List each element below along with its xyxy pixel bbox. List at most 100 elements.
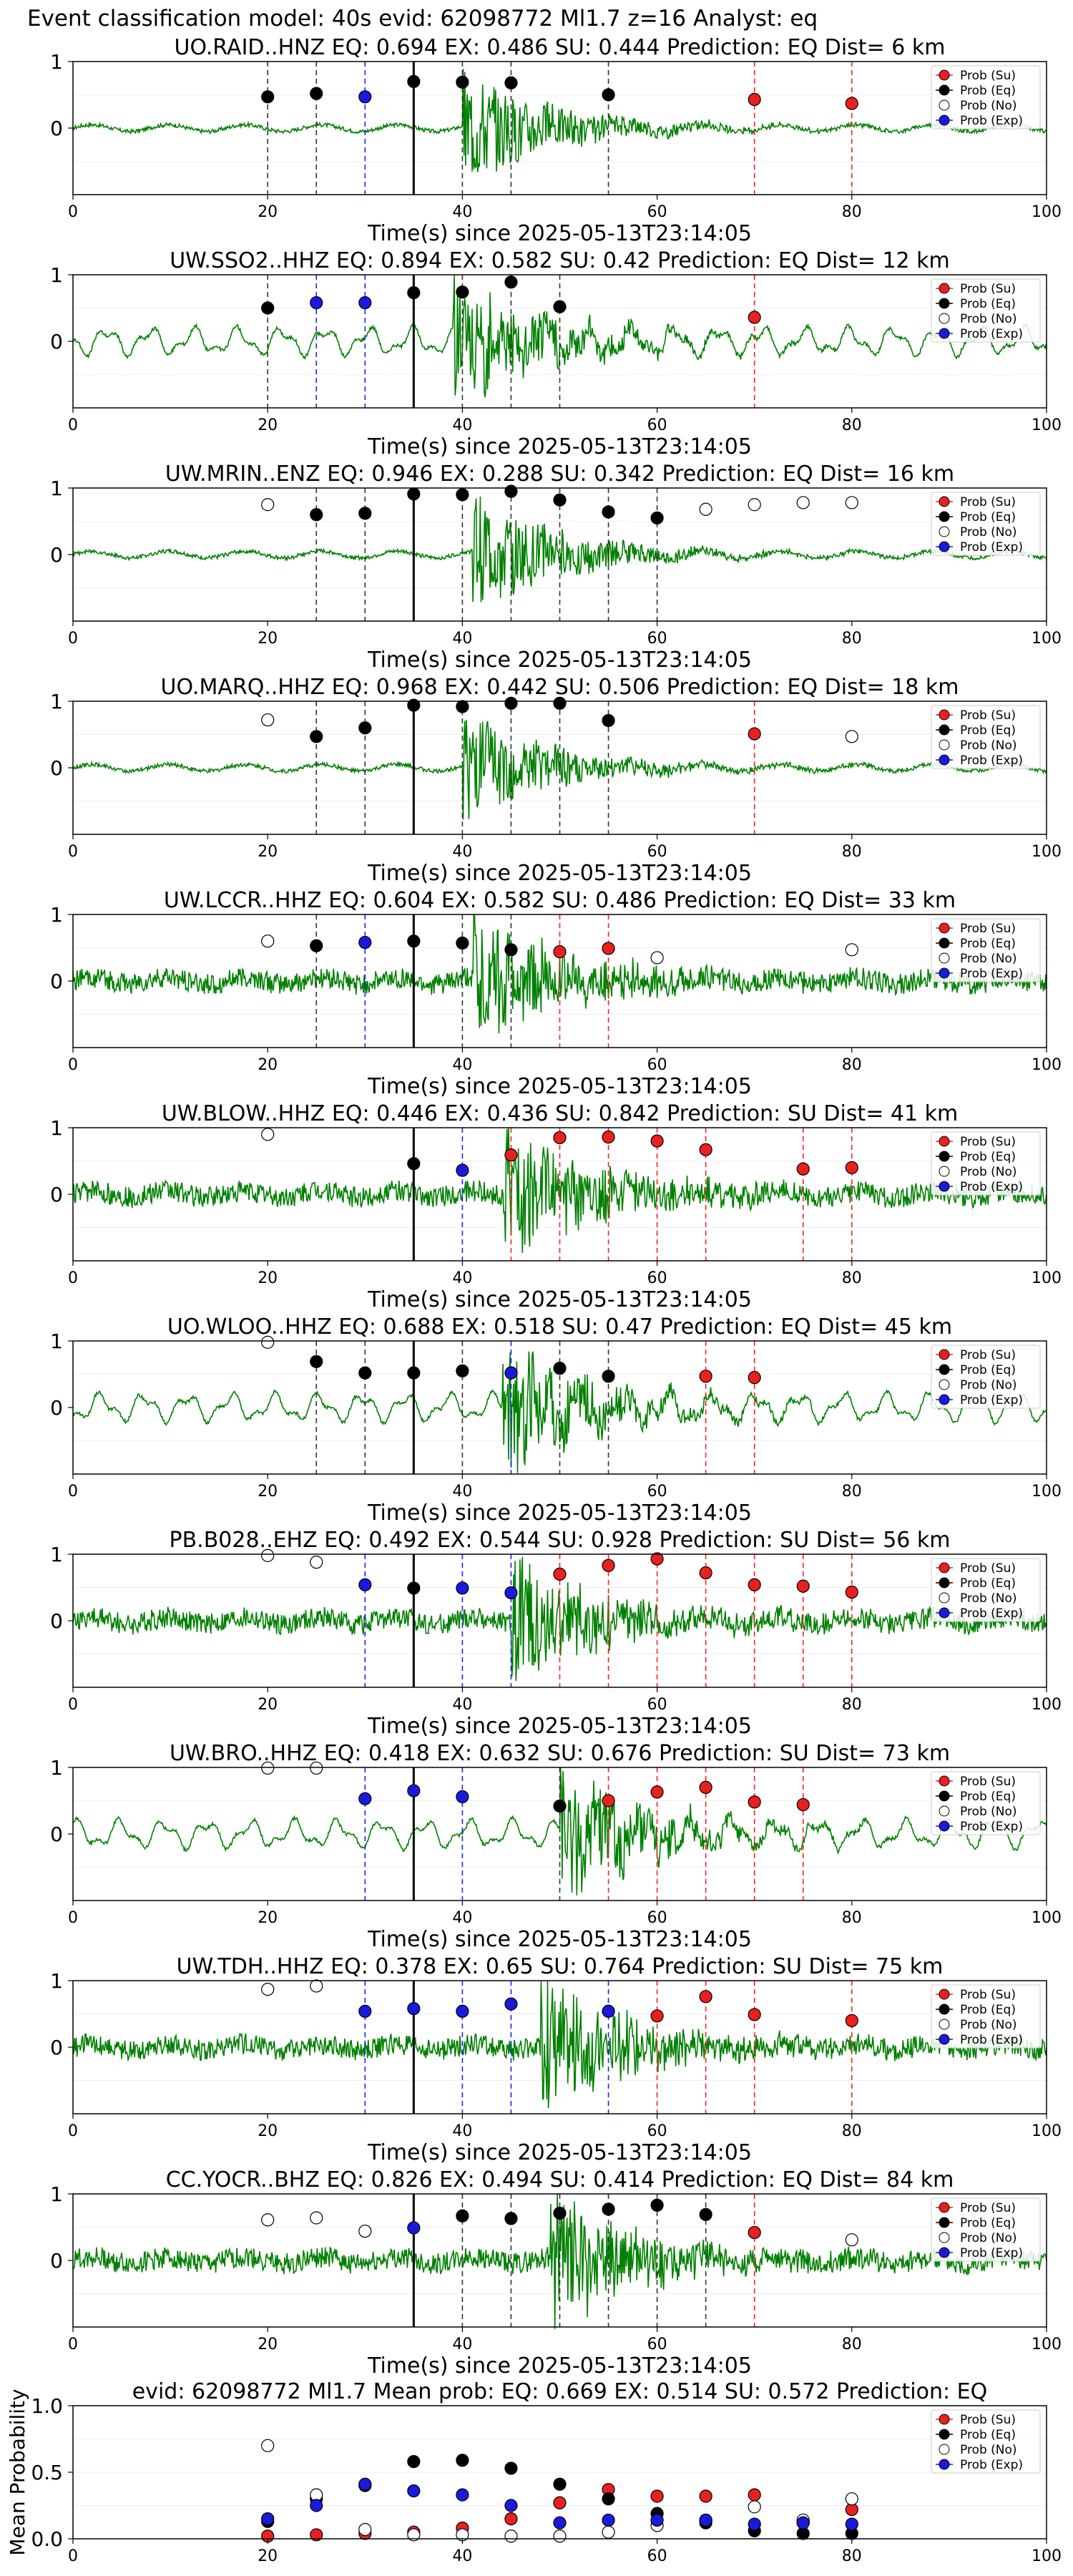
waveform-trace <box>72 1980 1047 2109</box>
x-axis-label: Time(s) since 2025-05-13T23:14:05 <box>367 1927 752 1952</box>
prob-marker-su <box>699 1143 712 1156</box>
x-tick-label: 100 <box>1032 2547 1062 2565</box>
legend-frame <box>931 278 1041 343</box>
prob-marker-eq <box>407 1157 421 1171</box>
legend-marker-eq <box>939 937 950 949</box>
prob-marker-exp <box>407 2221 421 2235</box>
legend-marker-eq <box>939 1790 950 1802</box>
x-tick-label: 20 <box>258 1483 278 1501</box>
prob-marker-exp <box>358 1792 372 1805</box>
y-tick-label: 1 <box>50 1116 63 1140</box>
legend-marker-no <box>939 1379 950 1390</box>
legend-marker-no <box>939 2019 950 2030</box>
figure-title: Event classification model: 40s evid: 62… <box>27 6 818 31</box>
mean-marker-eq <box>456 2454 469 2467</box>
x-axis-label: Time(s) since 2025-05-13T23:14:05 <box>367 434 752 459</box>
x-tick-label: 20 <box>258 2547 278 2565</box>
legend-frame <box>931 2197 1041 2262</box>
mean-marker-eq <box>504 2462 518 2475</box>
x-tick-label: 20 <box>258 2336 278 2353</box>
y-tick-label: 1 <box>50 1969 63 1993</box>
legend-marker-exp <box>939 2034 950 2045</box>
prob-marker-no <box>748 498 761 512</box>
prob-marker-eq <box>602 2202 615 2216</box>
legend-marker-eq <box>939 2217 950 2228</box>
legend-marker-su <box>939 709 950 721</box>
panels: UO.RAID..HNZ EQ: 0.694 EX: 0.486 SU: 0.4… <box>6 35 1062 2565</box>
mean-marker-exp <box>504 2499 518 2512</box>
mean-marker-exp <box>796 2516 810 2529</box>
prob-marker-eq <box>553 300 567 313</box>
prob-marker-no <box>261 1128 275 1141</box>
prob-marker-no <box>699 502 712 516</box>
x-tick-label: 20 <box>258 203 278 221</box>
prob-marker-eq <box>407 286 421 300</box>
prob-marker-exp <box>456 2004 469 2018</box>
prob-marker-su <box>796 1162 810 1176</box>
legend-label-exp: Prob (Exp) <box>960 1820 1023 1834</box>
legend-label-exp: Prob (Exp) <box>960 114 1023 128</box>
legend-label-no: Prob (No) <box>960 525 1017 540</box>
mean-marker-no <box>261 2439 275 2452</box>
station-panel-2: UW.SSO2..HHZ EQ: 0.894 EX: 0.582 SU: 0.4… <box>50 248 1062 459</box>
prob-marker-no <box>261 1335 275 1349</box>
legend-marker-no <box>939 99 950 111</box>
x-tick-label: 0 <box>68 843 78 861</box>
x-tick-label: 100 <box>1032 1909 1062 1927</box>
prob-marker-exp <box>504 1366 518 1380</box>
prob-marker-eq <box>602 1370 615 1383</box>
mean-marker-no <box>553 2529 567 2543</box>
x-tick-label: 60 <box>647 843 667 861</box>
legend-label-no: Prob (No) <box>960 1378 1017 1392</box>
prob-marker-eq <box>504 275 518 289</box>
legend-marker-eq <box>939 1151 950 1162</box>
legend-marker-exp <box>939 328 950 339</box>
legend-label-eq: Prob (Eq) <box>960 1790 1016 1804</box>
prob-marker-eq <box>358 507 372 520</box>
legend-marker-su <box>939 2414 950 2425</box>
x-tick-label: 20 <box>258 843 278 861</box>
prob-marker-su <box>602 1130 615 1144</box>
prob-marker-no <box>261 713 275 727</box>
mean-marker-su <box>310 2528 323 2542</box>
panel-title: UW.LCCR..HHZ EQ: 0.604 EX: 0.582 SU: 0.4… <box>164 888 956 913</box>
prob-marker-eq <box>504 696 518 710</box>
legend-marker-no <box>939 1592 950 1604</box>
legend-label-su: Prob (Su) <box>960 1561 1016 1576</box>
legend-marker-su <box>939 2202 950 2213</box>
prob-marker-no <box>845 496 858 509</box>
legend-label-exp: Prob (Exp) <box>960 967 1023 981</box>
legend-frame <box>931 2409 1041 2474</box>
panel-title: UO.WLOO..HHZ EQ: 0.688 EX: 0.518 SU: 0.4… <box>167 1314 952 1340</box>
y-tick-label: 0 <box>50 756 63 780</box>
x-tick-label: 0 <box>68 1269 78 1287</box>
panel-title: UW.MRIN..ENZ EQ: 0.946 EX: 0.288 SU: 0.3… <box>165 462 954 487</box>
mean-marker-exp <box>407 2484 421 2498</box>
prob-marker-eq <box>456 488 469 502</box>
prob-marker-no <box>261 935 275 948</box>
legend-marker-eq <box>939 1577 950 1589</box>
legend-marker-no <box>939 2444 950 2455</box>
prob-marker-su <box>650 1552 664 1566</box>
mean-marker-eq <box>407 2455 421 2469</box>
legend-frame <box>931 705 1041 769</box>
legend-label-su: Prob (Su) <box>960 1348 1016 1362</box>
legend-label-su: Prob (Su) <box>960 1775 1016 1789</box>
panel-title: UO.MARQ..HHZ EQ: 0.968 EX: 0.442 SU: 0.5… <box>161 675 959 700</box>
prob-marker-exp <box>358 935 372 950</box>
x-tick-label: 100 <box>1032 2122 1062 2140</box>
prob-marker-no <box>261 498 275 512</box>
legend-label-exp: Prob (Exp) <box>960 753 1023 768</box>
prob-marker-exp <box>456 1163 469 1177</box>
legend-marker-exp <box>939 1394 950 1405</box>
x-tick-label: 20 <box>258 1909 278 1927</box>
prob-marker-eq <box>407 74 421 89</box>
legend-label-exp: Prob (Exp) <box>960 1606 1023 1621</box>
legend-label-eq: Prob (Eq) <box>960 1363 1016 1377</box>
x-axis-label: Time(s) since 2025-05-13T23:14:05 <box>367 1714 752 1739</box>
panel-title: UW.TDH..HHZ EQ: 0.378 EX: 0.65 SU: 0.764… <box>177 1954 944 1979</box>
x-tick-label: 20 <box>258 416 278 434</box>
prob-marker-su <box>699 1370 712 1383</box>
legend-label-eq: Prob (Eq) <box>960 2216 1016 2230</box>
legend-label-no: Prob (No) <box>960 2231 1017 2245</box>
